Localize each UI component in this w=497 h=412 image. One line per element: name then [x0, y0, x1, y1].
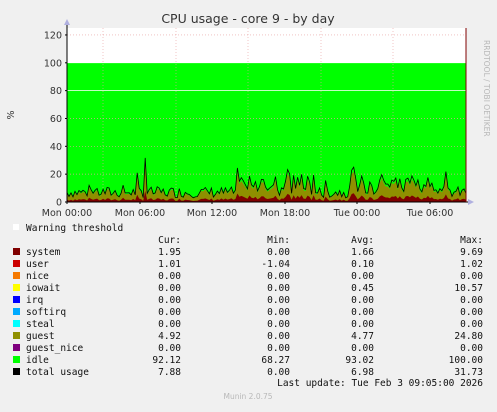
legend-value-avg: 0.00 — [351, 319, 374, 330]
legend-swatch — [13, 344, 20, 351]
y-tick-label: 120 — [44, 30, 62, 41]
y-tick-label: 40 — [50, 142, 62, 153]
legend-series-name: guest — [26, 331, 55, 342]
legend: Warning threshold Cur: Min: Avg: Max: system 1… — [13, 223, 483, 378]
legend-value-avg: 0.10 — [351, 259, 374, 270]
x-axis-arrow — [468, 199, 474, 205]
legend-value-avg: 6.98 — [351, 367, 374, 378]
legend-value-min: 0.00 — [267, 247, 290, 258]
legend-value-cur: 0.00 — [158, 319, 181, 330]
legend-series-name: idle — [26, 355, 49, 366]
legend-series-name: system — [26, 247, 61, 258]
legend-series-name: nice — [26, 271, 49, 282]
legend-value-avg: 1.66 — [351, 247, 374, 258]
legend-value-max: 24.80 — [454, 331, 483, 342]
legend-swatch — [13, 260, 20, 267]
legend-swatch — [13, 356, 20, 363]
legend-swatch — [13, 320, 20, 327]
legend-value-min: -1.04 — [261, 259, 290, 270]
legend-value-max: 9.69 — [460, 247, 483, 258]
legend-swatch — [13, 284, 20, 291]
legend-value-avg: 0.00 — [351, 307, 374, 318]
total-usage-line — [66, 157, 467, 199]
y-tick-label: 0 — [56, 198, 62, 209]
legend-value-cur: 1.95 — [158, 247, 181, 258]
legend-value-max: 1.02 — [460, 259, 483, 270]
chart-title: CPU usage - core 9 - by day — [161, 11, 335, 26]
x-tick-label: Mon 06:00 — [115, 208, 165, 219]
legend-value-max: 0.00 — [460, 343, 483, 354]
legend-value-cur: 0.00 — [158, 271, 181, 282]
y-tick-label: 20 — [50, 170, 62, 181]
legend-value-avg: 4.77 — [351, 331, 374, 342]
legend-series-name: iowait — [26, 283, 60, 294]
plot-area: 0 20 40 60 80 100 120 Mon 00:00 Mon 06:00 Mon 12:… — [6, 19, 474, 219]
legend-value-min: 0.00 — [267, 307, 290, 318]
legend-swatch — [13, 368, 20, 375]
legend-value-max: 10.57 — [454, 283, 483, 294]
legend-value-cur: 92.12 — [152, 355, 181, 366]
legend-value-cur: 0.00 — [158, 295, 181, 306]
y-tick-label: 80 — [50, 86, 62, 97]
legend-value-min: 68.27 — [261, 355, 290, 366]
legend-value-avg: 0.45 — [351, 283, 374, 294]
legend-header: Min: — [267, 235, 290, 246]
system-area — [67, 191, 466, 202]
legend-value-avg: 0.00 — [351, 295, 374, 306]
y-tick-label: 100 — [44, 58, 62, 69]
legend-value-min: 0.00 — [267, 271, 290, 282]
legend-header: Avg: — [351, 235, 374, 246]
legend-value-cur: 0.00 — [158, 343, 181, 354]
y-axis-label: % — [6, 110, 17, 119]
legend-value-min: 0.00 — [267, 343, 290, 354]
legend-value-max: 100.00 — [449, 355, 484, 366]
legend-value-max: 31.73 — [454, 367, 483, 378]
legend-value-max: 0.00 — [460, 319, 483, 330]
x-tick-label: Tue 06:00 — [406, 208, 454, 219]
legend-value-max: 0.00 — [460, 271, 483, 282]
last-update: Last update: Tue Feb 3 09:05:00 2026 — [277, 378, 483, 389]
legend-value-avg: 93.02 — [345, 355, 374, 366]
legend-value-avg: 0.00 — [351, 271, 374, 282]
munin-version: Munin 2.0.75 — [223, 392, 272, 401]
legend-series-name: guest_nice — [26, 343, 83, 354]
x-tick-label: Mon 18:00 — [260, 208, 310, 219]
legend-swatch — [13, 248, 20, 255]
legend-value-min: 0.00 — [267, 283, 290, 294]
idle-area — [67, 62, 466, 202]
legend-value-min: 0.00 — [267, 319, 290, 330]
y-axis-arrow — [64, 19, 70, 25]
x-tick-label: Mon 00:00 — [42, 208, 92, 219]
legend-header: Cur: — [158, 235, 181, 246]
y-tick-label: 60 — [50, 114, 62, 125]
legend-value-cur: 4.92 — [158, 331, 181, 342]
legend-series-name: softirq — [26, 307, 66, 318]
legend-series-name: user — [26, 259, 49, 270]
warning-swatch — [13, 224, 19, 230]
x-tick-label: Mon 12:00 — [187, 208, 237, 219]
legend-swatch — [13, 272, 20, 279]
legend-value-avg: 0.00 — [351, 343, 374, 354]
legend-value-min: 0.00 — [267, 295, 290, 306]
legend-series-name: total usage — [26, 367, 89, 378]
rrdtool-credit: RRDTOOL / TOBI OETIKER — [482, 40, 491, 137]
legend-value-max: 0.00 — [460, 307, 483, 318]
legend-value-cur: 0.00 — [158, 283, 181, 294]
legend-value-cur: 0.00 — [158, 307, 181, 318]
legend-swatch — [13, 308, 20, 315]
legend-swatch — [13, 296, 20, 303]
legend-swatch — [13, 332, 20, 339]
legend-value-max: 0.00 — [460, 295, 483, 306]
legend-value-min: 0.00 — [267, 367, 290, 378]
legend-series-name: irq — [26, 295, 43, 306]
legend-value-cur: 7.88 — [158, 367, 181, 378]
warning-threshold-label: Warning threshold — [26, 223, 123, 234]
legend-value-cur: 1.01 — [158, 259, 181, 270]
legend-header: Max: — [460, 235, 483, 246]
x-tick-label: Tue 00:00 — [333, 208, 381, 219]
legend-series-name: steal — [26, 319, 55, 330]
legend-value-min: 0.00 — [267, 331, 290, 342]
